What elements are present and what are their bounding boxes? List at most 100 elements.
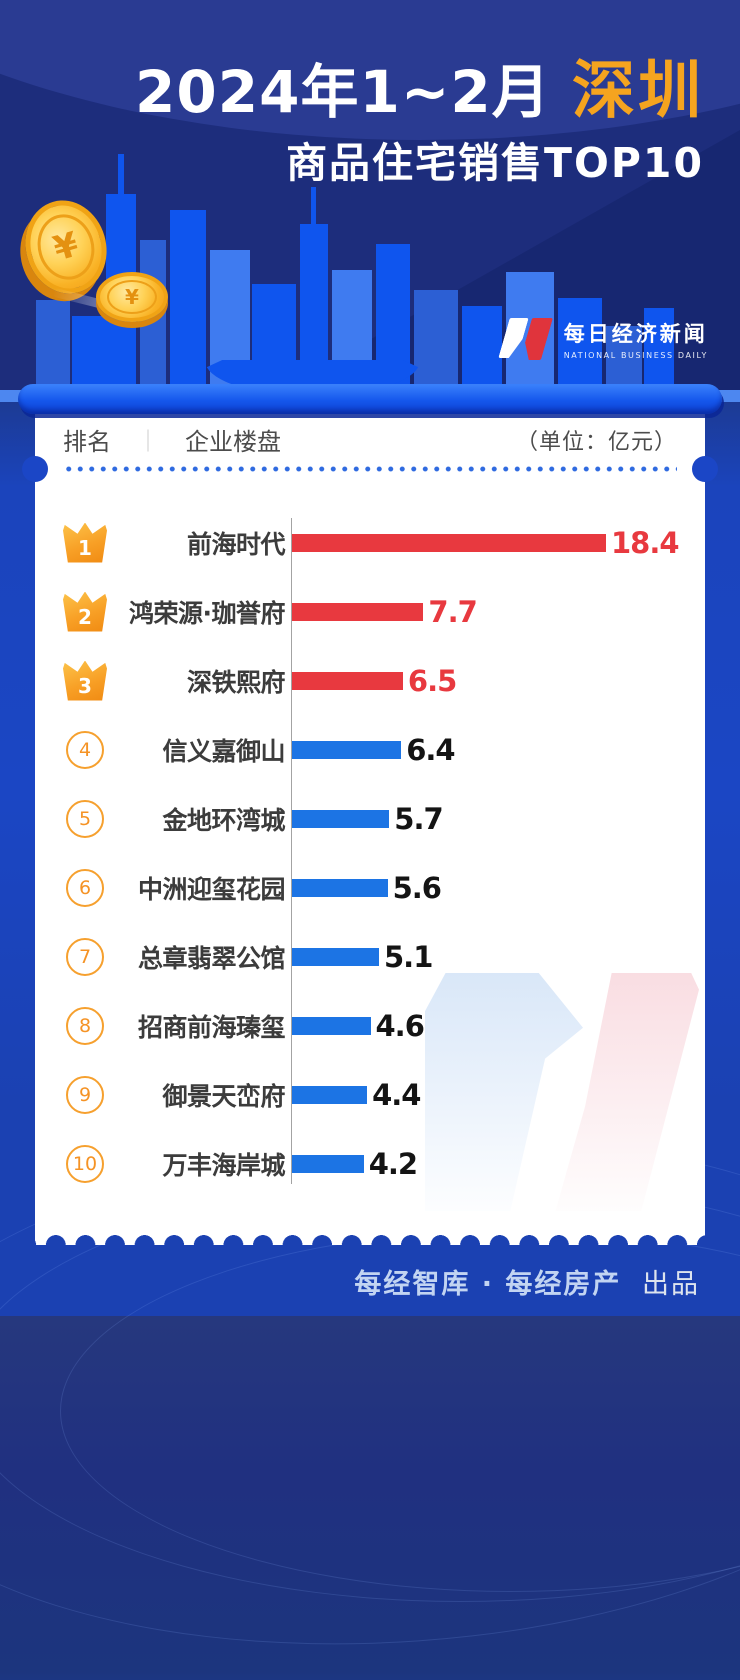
value-label: 6.4 (406, 732, 455, 767)
chart-rows: 1 前海时代 18.4 2 鸿荣源·珈誉府 7.7 3 深铁熙府 6.5 4 信义嘉御山 6.4 5 金地… (63, 508, 680, 1198)
value-bar (292, 533, 606, 552)
property-label: 万丰海岸城 (162, 1150, 285, 1180)
building (414, 290, 458, 392)
value-bar (292, 1016, 371, 1035)
dotted-separator (63, 466, 677, 472)
bar-zone: 6.5 (285, 664, 677, 698)
rank-number: 5 (78, 807, 92, 830)
property-label: 鸿荣源·珈誉府 (129, 598, 286, 628)
coin-face: ¥ (29, 207, 103, 287)
credit-producers: 每经智库 · 每经房产 (354, 1269, 622, 1300)
rank-badge-holder: 6 (63, 868, 107, 907)
watermark-logo (423, 973, 699, 1211)
bar-zone: 6.4 (285, 733, 677, 767)
rank-number: 10 (72, 1152, 98, 1175)
bar-zone: 18.4 (285, 525, 680, 560)
circle-rank-badge: 10 (66, 1144, 104, 1183)
value-label: 4.6 (375, 1008, 425, 1043)
property-label: 信义嘉御山 (162, 736, 285, 766)
circle-rank-badge: 4 (66, 730, 104, 769)
bar-zone: 5.6 (285, 871, 677, 905)
rank-badge-holder: 2 (63, 591, 107, 632)
property-label: 深铁熙府 (186, 667, 286, 697)
rank-number: 9 (78, 1083, 92, 1106)
crown-rank-icon: 3 (63, 660, 107, 701)
bar-zone: 4.4 (285, 1078, 677, 1112)
rank-number: 2 (78, 604, 92, 629)
property-label: 总章翡翠公馆 (137, 943, 286, 973)
credit-produced-by: 出品 (642, 1269, 700, 1300)
rank-badge-holder: 7 (63, 937, 107, 976)
chart-row: 3 深铁熙府 6.5 (63, 646, 677, 715)
column-header-property: 企业楼盘 (185, 428, 282, 456)
coin-face: ¥ (106, 279, 158, 315)
value-bar (292, 602, 424, 621)
hero-header: 2024年1~2月 深圳 商品住宅销售TOP10 ¥ ¥ 每日经济新闻 NATI… (0, 0, 740, 402)
column-header: 排名 ｜ 企业楼盘 （单位：亿元） (63, 422, 677, 457)
unit-note: （单位：亿元） (515, 429, 677, 455)
column-header-rank: 排名 (63, 428, 111, 456)
crown-rank-icon: 2 (63, 591, 107, 632)
rank-badge-holder: 5 (63, 799, 107, 838)
chart-row: 2 鸿荣源·珈誉府 7.7 (63, 577, 677, 646)
value-label: 18.4 (611, 525, 680, 560)
chart-row: 6 中洲迎玺花园 5.6 (63, 853, 677, 922)
circle-rank-badge: 8 (66, 1006, 104, 1045)
value-label: 5.6 (392, 870, 442, 905)
value-label: 4.4 (372, 1077, 421, 1112)
value-bar (292, 809, 390, 828)
bar-zone: 5.1 (285, 940, 677, 974)
title-line2: 商品住宅销售TOP10 (286, 139, 704, 188)
value-bar (292, 878, 388, 897)
rank-badge-holder: 3 (63, 660, 107, 701)
building (36, 300, 70, 392)
building (462, 306, 502, 392)
rank-badge-holder: 10 (63, 1144, 107, 1183)
nbd-logo-mark-icon (502, 316, 552, 362)
circle-rank-badge: 6 (66, 868, 104, 907)
ticket-notch-left (22, 456, 48, 482)
bar-zone: 7.7 (285, 595, 677, 629)
chart-row: 5 金地环湾城 5.7 (63, 784, 677, 853)
property-label: 前海时代 (186, 529, 286, 559)
title-city: 深圳 (572, 54, 704, 127)
chart-row: 10 万丰海岸城 4.2 (63, 1129, 677, 1198)
rank-number: 4 (78, 738, 92, 761)
nbd-mark-white (498, 318, 528, 358)
building (170, 210, 206, 392)
credit-line: 每经智库 · 每经房产 出品 (354, 1262, 700, 1301)
rank-number: 3 (78, 673, 92, 698)
rank-number: 1 (78, 535, 92, 560)
chart-row: 7 总章翡翠公馆 5.1 (63, 922, 677, 991)
chart-row: 1 前海时代 18.4 (63, 508, 680, 577)
scroll-roller-bar (18, 384, 722, 414)
rank-badge-holder: 4 (63, 730, 107, 769)
circle-rank-badge: 7 (66, 937, 104, 976)
column-divider: ｜ (137, 429, 160, 455)
nbd-logo: 每日经济新闻 NATIONAL BUSINESS DAILY (502, 316, 708, 362)
property-label: 招商前海瑧玺 (137, 1012, 286, 1042)
yuan-coin-icon-small: ¥ (96, 272, 168, 322)
crown-rank-icon: 1 (63, 522, 107, 563)
value-label: 7.7 (428, 594, 477, 629)
rank-number: 8 (78, 1014, 92, 1037)
value-bar (292, 1154, 364, 1173)
rank-number: 7 (78, 945, 92, 968)
value-label: 5.1 (384, 939, 433, 974)
building (644, 308, 674, 392)
boat-mast (305, 322, 310, 358)
rank-badge-holder: 1 (63, 522, 107, 563)
page-title: 2024年1~2月 深圳 商品住宅销售TOP10 (135, 57, 704, 188)
building (606, 326, 642, 392)
bar-zone: 4.6 (285, 1009, 677, 1043)
ticket-notch-right (692, 456, 718, 482)
chart-row: 4 信义嘉御山 6.4 (63, 715, 677, 784)
value-label: 5.7 (394, 801, 443, 836)
bar-zone: 4.2 (285, 1147, 677, 1181)
value-label: 6.5 (407, 663, 457, 698)
scalloped-edge (35, 1221, 705, 1245)
chart-row: 9 御景天峦府 4.4 (63, 1060, 677, 1129)
rank-badge-holder: 8 (63, 1006, 107, 1045)
axis-line (291, 518, 292, 1184)
property-label: 金地环湾城 (162, 805, 285, 835)
